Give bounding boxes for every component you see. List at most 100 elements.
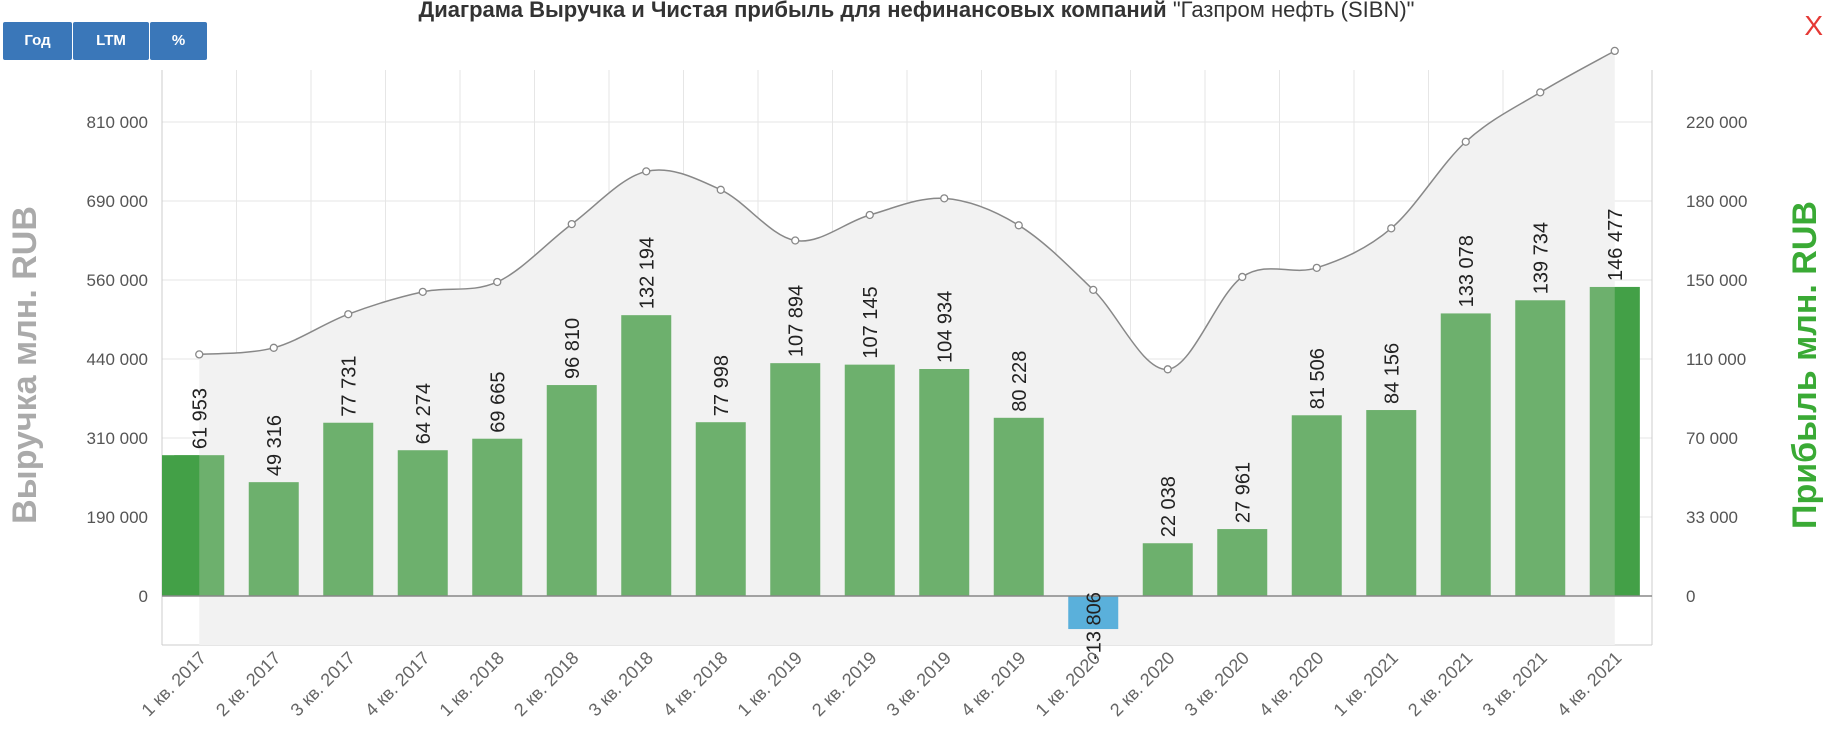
- close-icon[interactable]: X: [1804, 10, 1823, 41]
- revenue-point: [716, 185, 725, 194]
- profit-data-label: -13 806: [1083, 592, 1105, 660]
- profit-data-label: 81 506: [1307, 348, 1329, 409]
- revenue-point: [791, 236, 800, 245]
- profit-data-label: 132 194: [636, 237, 658, 309]
- left-axis-tick-label: 0: [139, 587, 148, 606]
- profit-data-label: 133 078: [1456, 235, 1478, 307]
- right-axis-tick-label: 180 000: [1686, 192, 1747, 211]
- right-axis-tick-label: 70 000: [1686, 429, 1738, 448]
- revenue-point: [567, 219, 576, 229]
- revenue-point: [1536, 88, 1545, 97]
- x-axis-category-label: 2 кв. 2017: [212, 648, 284, 720]
- x-axis-category-label: 1 кв. 2019: [734, 648, 806, 720]
- x-axis-category-label: 1 кв. 2021: [1330, 648, 1402, 720]
- right-axis-title: Прибыль млн. RUB: [1786, 201, 1824, 529]
- left-axis-tick-label: 560 000: [87, 271, 148, 290]
- profit-data-label: 96 810: [562, 318, 584, 379]
- profit-data-label: 77 998: [711, 355, 733, 416]
- right-axis-tick-label: 33 000: [1686, 508, 1738, 527]
- profit-data-label: 64 274: [413, 383, 435, 444]
- x-axis-category-label: 1 кв. 2018: [436, 648, 508, 720]
- profit-bar: [1068, 596, 1119, 630]
- profit-data-label: 77 731: [338, 356, 360, 417]
- revenue-point: [269, 343, 278, 352]
- right-axis-tick-label: 150 000: [1686, 271, 1747, 290]
- revenue-point: [195, 350, 204, 359]
- profit-bar: [1440, 313, 1491, 596]
- revenue-point: [1238, 272, 1247, 282]
- profit-data-label: 80 228: [1009, 351, 1031, 412]
- right-axis-tick-label: 220 000: [1686, 113, 1747, 132]
- profit-bar: [397, 450, 448, 596]
- right-axis-tick-label: 0: [1686, 587, 1695, 606]
- percent-button[interactable]: %: [150, 22, 207, 60]
- profit-data-label: 49 316: [264, 415, 286, 476]
- chart-title-main: Диаграма Выручка и Чистая прибыль для не…: [418, 0, 1167, 22]
- chart-title-company: "Газпром нефть (SIBN)": [1172, 0, 1415, 22]
- x-axis-category-label: 4 кв. 2017: [361, 648, 433, 720]
- profit-bar: [621, 315, 672, 596]
- year-button[interactable]: Год: [3, 22, 72, 60]
- profit-data-label: 84 156: [1381, 343, 1403, 404]
- profit-bar: [1217, 529, 1268, 596]
- chart-title: Диаграма Выручка и Чистая прибыль для не…: [0, 0, 1833, 23]
- revenue-point: [1312, 263, 1321, 272]
- profit-bar: [1515, 300, 1566, 596]
- revenue-point: [1014, 221, 1023, 230]
- left-axis-tick-label: 690 000: [87, 192, 148, 211]
- profit-data-label: 27 961: [1232, 462, 1254, 523]
- x-axis-category-label: 3 кв. 2019: [883, 648, 955, 720]
- x-axis-category-label: 4 кв. 2019: [957, 648, 1029, 720]
- profit-bar: [248, 482, 299, 596]
- profit-data-label: 139 734: [1530, 222, 1552, 294]
- revenue-point: [940, 194, 949, 203]
- revenue-point: [493, 277, 502, 287]
- revenue-point: [1089, 285, 1098, 295]
- x-axis-category-label: 2 кв. 2019: [808, 648, 880, 720]
- profit-bar: [1142, 543, 1193, 596]
- x-axis-category-label: 1 кв. 2017: [138, 648, 210, 720]
- x-axis-category-label: 1 кв. 2020: [1032, 648, 1104, 720]
- profit-bar: [844, 364, 895, 596]
- profit-data-label: 146 477: [1605, 209, 1627, 281]
- profit-bar: [919, 369, 970, 596]
- profit-bar: [472, 438, 523, 596]
- x-axis-category-label: 4 кв. 2020: [1255, 648, 1327, 720]
- left-axis-tick-label: 310 000: [87, 429, 148, 448]
- x-axis-category-label: 4 кв. 2021: [1553, 648, 1625, 720]
- x-axis-category-label: 2 кв. 2021: [1404, 648, 1476, 720]
- profit-bar-highlight: [162, 455, 200, 596]
- profit-data-label: 107 894: [785, 285, 807, 357]
- profit-data-label: 107 145: [860, 286, 882, 358]
- revenue-point: [642, 167, 651, 176]
- profit-bar: [1291, 415, 1342, 596]
- left-axis-tick-label: 190 000: [87, 508, 148, 527]
- revenue-point: [1461, 137, 1470, 146]
- revenue-point: [865, 210, 874, 220]
- revenue-point: [1163, 365, 1172, 374]
- ltm-button[interactable]: LTM: [73, 22, 149, 60]
- x-axis-category-label: 3 кв. 2021: [1479, 648, 1551, 720]
- left-axis-title: Выручка млн. RUB: [6, 206, 44, 524]
- x-axis-category-label: 2 кв. 2018: [510, 648, 582, 720]
- revenue-point: [344, 310, 353, 319]
- profit-data-label: 69 665: [487, 372, 509, 433]
- profit-bar: [993, 417, 1044, 596]
- revenue-point: [1610, 46, 1619, 56]
- x-axis-category-label: 3 кв. 2017: [287, 648, 359, 720]
- x-axis-category-label: 3 кв. 2018: [585, 648, 657, 720]
- revenue-point: [1387, 224, 1396, 233]
- left-axis-tick-label: 440 000: [87, 350, 148, 369]
- period-toolbar: Год LTM %: [3, 22, 207, 60]
- x-axis-category-label: 3 кв. 2020: [1181, 648, 1253, 720]
- profit-data-label: 22 038: [1158, 476, 1180, 537]
- profit-data-label: 61 953: [189, 388, 211, 449]
- profit-bar: [1366, 410, 1417, 596]
- profit-bar-highlight: [1614, 286, 1640, 596]
- left-axis-tick-label: 810 000: [87, 113, 148, 132]
- profit-bar: [546, 385, 597, 596]
- revenue-point: [418, 287, 427, 297]
- right-axis-tick-label: 110 000: [1686, 350, 1746, 369]
- profit-data-label: 104 934: [934, 291, 956, 363]
